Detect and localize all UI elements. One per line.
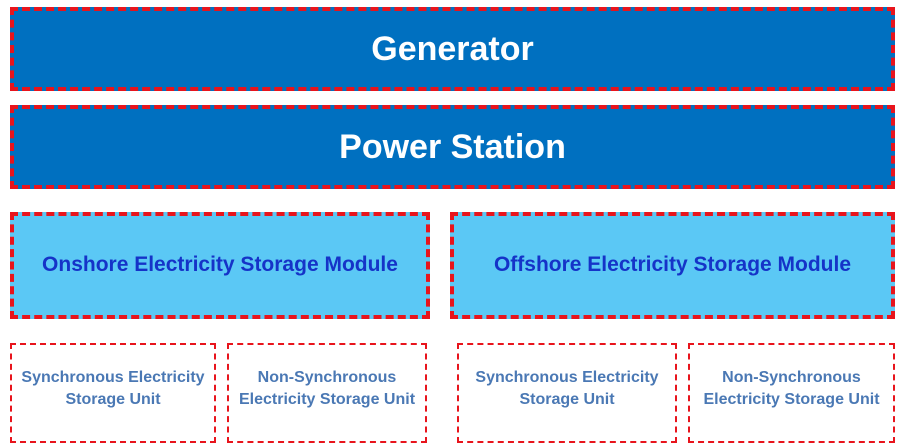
storage-unit: Non-Synchronous Electricity Storage Unit — [688, 343, 895, 443]
onshore-module: Onshore Electricity Storage Module — [10, 212, 430, 319]
storage-unit: Synchronous Electricity Storage Unit — [457, 343, 677, 443]
label: Onshore Electricity Storage Module — [42, 253, 398, 277]
generator-layer: Generator — [10, 7, 895, 91]
offshore-module: Offshore Electricity Storage Module — [450, 212, 895, 319]
label: Offshore Electricity Storage Module — [493, 253, 852, 277]
label: Synchronous Electricity Storage Unit — [475, 368, 659, 408]
storage-unit: Non-Synchronous Electricity Storage Unit — [227, 343, 427, 443]
power-station-layer: Power Station — [10, 105, 895, 189]
label: Synchronous Electricity Storage Unit — [21, 368, 205, 408]
label: Non-Synchronous Electricity Storage Unit — [238, 368, 416, 408]
storage-unit: Synchronous Electricity Storage Unit — [10, 343, 216, 443]
label: Non-Synchronous Electricity Storage Unit — [703, 368, 880, 408]
label: Generator — [371, 29, 534, 68]
label: Power Station — [339, 127, 566, 166]
